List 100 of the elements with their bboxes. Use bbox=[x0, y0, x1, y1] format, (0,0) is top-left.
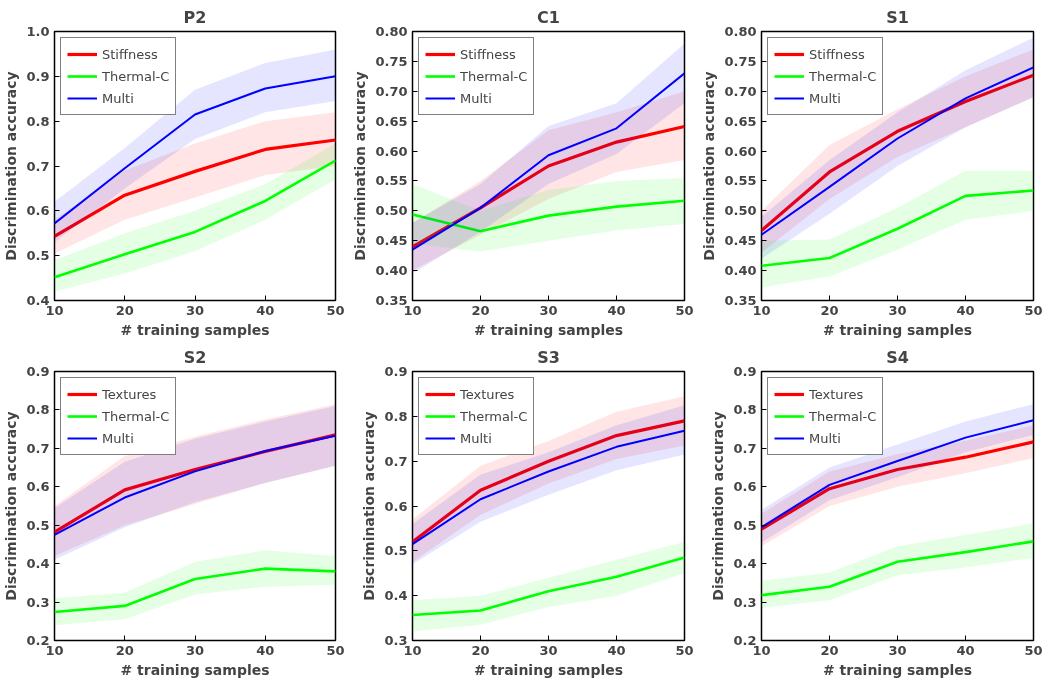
legend-label: Thermal-C bbox=[460, 408, 528, 424]
y-tick-label: 0.4 bbox=[733, 556, 757, 572]
y-axis-title: Discrimination accuracy bbox=[710, 411, 727, 601]
y-tick-label: 0.65 bbox=[375, 113, 408, 129]
y-axis-title: Discrimination accuracy bbox=[3, 71, 20, 261]
y-tick-label: 0.9 bbox=[384, 364, 408, 379]
y-tick-label: 0.5 bbox=[733, 517, 757, 533]
y-tick-label: 0.6 bbox=[384, 498, 408, 514]
legend-label: Textures bbox=[809, 386, 864, 402]
y-tick-label: 0.9 bbox=[26, 68, 50, 84]
y-tick-label: 0.60 bbox=[724, 143, 757, 159]
y-axis-title: Discrimination accuracy bbox=[352, 71, 369, 261]
y-tick-label: 0.3 bbox=[26, 594, 50, 610]
x-axis-title: # training samples bbox=[822, 321, 973, 338]
x-tick-label: 40 bbox=[956, 302, 975, 318]
y-tick-label: 0.75 bbox=[724, 53, 757, 69]
y-tick-label: 0.8 bbox=[384, 408, 408, 424]
legend-label: Thermal-C bbox=[102, 408, 170, 424]
x-axis-title: # training samples bbox=[120, 321, 270, 338]
legend-label: Textures bbox=[460, 386, 515, 402]
legend-label: Multi bbox=[102, 430, 134, 446]
y-tick-label: 0.6 bbox=[26, 479, 50, 495]
chart-title: S3 bbox=[537, 347, 560, 367]
y-tick-label: 0.80 bbox=[375, 24, 408, 39]
x-tick-label: 20 bbox=[820, 302, 839, 318]
y-tick-label: 0.7 bbox=[384, 453, 408, 469]
y-tick-label: 0.75 bbox=[375, 53, 408, 69]
legend-label: Thermal-C bbox=[809, 408, 877, 424]
legend-label: Stiffness bbox=[809, 46, 865, 62]
legend-label: Stiffness bbox=[460, 46, 516, 62]
y-axis-title: Discrimination accuracy bbox=[701, 71, 718, 261]
x-axis-title: # training samples bbox=[473, 661, 624, 678]
x-tick-label: 50 bbox=[1024, 302, 1043, 318]
x-tick-label: 30 bbox=[539, 642, 558, 658]
y-tick-label: 0.7 bbox=[26, 158, 50, 174]
x-axis-title: # training samples bbox=[822, 661, 973, 678]
y-tick-label: 0.8 bbox=[733, 402, 757, 418]
y-tick-label: 0.3 bbox=[733, 594, 757, 610]
y-tick-label: 0.40 bbox=[375, 263, 408, 279]
x-tick-label: 40 bbox=[956, 642, 975, 658]
chart-title: C1 bbox=[537, 7, 560, 27]
legend-label: Textures bbox=[102, 386, 157, 402]
legend-label: Stiffness bbox=[102, 46, 158, 62]
y-tick-label: 0.60 bbox=[375, 143, 408, 159]
y-tick-label: 0.45 bbox=[724, 233, 757, 249]
y-tick-label: 0.45 bbox=[375, 233, 408, 249]
y-tick-label: 0.5 bbox=[26, 517, 50, 533]
legend-label: Multi bbox=[809, 90, 841, 106]
y-tick-label: 0.6 bbox=[733, 479, 757, 495]
x-tick-label: 50 bbox=[1024, 642, 1043, 658]
y-tick-label: 0.40 bbox=[724, 263, 757, 279]
y-axis-title: Discrimination accuracy bbox=[3, 411, 20, 601]
y-tick-label: 0.55 bbox=[724, 173, 757, 189]
x-tick-label: 40 bbox=[256, 302, 275, 318]
chart-title: S1 bbox=[886, 7, 909, 27]
y-tick-label: 0.50 bbox=[375, 203, 408, 219]
y-tick-label: 0.8 bbox=[26, 113, 50, 129]
y-tick-label: 0.55 bbox=[375, 173, 408, 189]
x-tick-label: 40 bbox=[607, 302, 626, 318]
y-axis-title: Discrimination accuracy bbox=[361, 411, 378, 601]
legend-label: Multi bbox=[809, 430, 841, 446]
x-tick-label: 20 bbox=[115, 642, 134, 658]
y-tick-label: 1.0 bbox=[26, 24, 50, 39]
x-tick-label: 30 bbox=[185, 302, 205, 318]
y-tick-label: 0.9 bbox=[26, 364, 50, 379]
y-tick-label: 0.5 bbox=[384, 543, 408, 559]
x-tick-label: 50 bbox=[675, 642, 694, 658]
legend-label: Thermal-C bbox=[102, 68, 170, 84]
y-tick-label: 0.6 bbox=[26, 203, 50, 219]
x-tick-label: 40 bbox=[607, 642, 626, 658]
y-tick-label: 0.4 bbox=[26, 556, 50, 572]
x-tick-label: 30 bbox=[185, 642, 205, 658]
y-tick-label: 0.50 bbox=[724, 203, 757, 219]
x-tick-label: 50 bbox=[326, 642, 345, 658]
x-tick-label: 40 bbox=[256, 642, 275, 658]
y-tick-label: 0.7 bbox=[26, 440, 50, 456]
x-tick-label: 30 bbox=[539, 302, 558, 318]
chart-title: S4 bbox=[886, 347, 909, 367]
y-tick-label: 0.5 bbox=[26, 248, 50, 264]
x-tick-label: 20 bbox=[115, 302, 134, 318]
y-tick-label: 0.65 bbox=[724, 113, 757, 129]
y-tick-label: 0.4 bbox=[384, 588, 408, 604]
x-axis-title: # training samples bbox=[120, 661, 270, 678]
chart-title: P2 bbox=[183, 7, 207, 27]
legend-label: Multi bbox=[460, 90, 492, 106]
legend-label: Thermal-C bbox=[809, 68, 877, 84]
x-tick-label: 50 bbox=[675, 302, 694, 318]
x-axis-title: # training samples bbox=[473, 321, 624, 338]
y-tick-label: 0.80 bbox=[724, 24, 757, 39]
legend-label: Multi bbox=[460, 430, 492, 446]
x-tick-label: 20 bbox=[820, 642, 839, 658]
legend-label: Thermal-C bbox=[460, 68, 528, 84]
y-tick-label: 0.9 bbox=[733, 364, 757, 379]
y-tick-label: 0.70 bbox=[375, 83, 408, 99]
x-tick-label: 20 bbox=[471, 642, 490, 658]
x-tick-label: 50 bbox=[326, 302, 345, 318]
x-tick-label: 30 bbox=[888, 302, 907, 318]
legend-label: Multi bbox=[102, 90, 134, 106]
chart-title: S2 bbox=[183, 347, 207, 367]
x-tick-label: 30 bbox=[888, 642, 907, 658]
